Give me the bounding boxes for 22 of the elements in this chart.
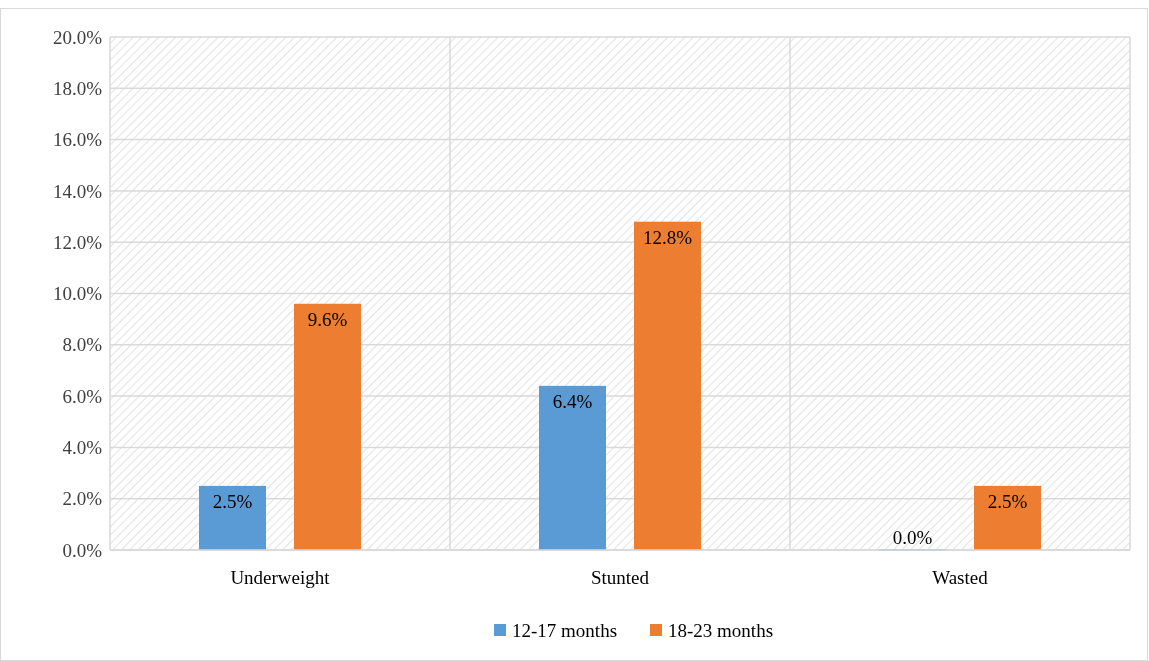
legend-label: 18-23 months xyxy=(668,619,774,641)
y-tick-label: 8.0% xyxy=(62,334,103,356)
data-label: 0.0% xyxy=(892,527,933,548)
y-tick-label: 2.0% xyxy=(62,488,103,510)
y-tick-label: 10.0% xyxy=(52,283,103,305)
x-tick-label: Underweight xyxy=(230,567,331,588)
data-label: 12.8% xyxy=(642,226,693,248)
y-tick-label: 20.0% xyxy=(52,26,103,48)
y-tick-label: 14.0% xyxy=(52,180,103,202)
y-tick-label: 12.0% xyxy=(52,231,103,253)
data-label: 2.5% xyxy=(987,490,1028,512)
data-label: 9.6% xyxy=(307,308,348,330)
x-tick-label: Wasted xyxy=(932,567,989,588)
data-label: 2.5% xyxy=(212,490,253,512)
y-tick-label: 0.0% xyxy=(62,539,103,561)
data-label: 6.4% xyxy=(552,390,593,412)
y-tick-label: 6.0% xyxy=(62,385,103,407)
x-tick-label: Stunted xyxy=(590,567,650,588)
legend-label: 12-17 months xyxy=(512,619,618,641)
y-tick-label: 4.0% xyxy=(62,437,103,459)
y-tick-label: 16.0% xyxy=(52,129,103,151)
y-tick-label: 18.0% xyxy=(52,77,103,99)
